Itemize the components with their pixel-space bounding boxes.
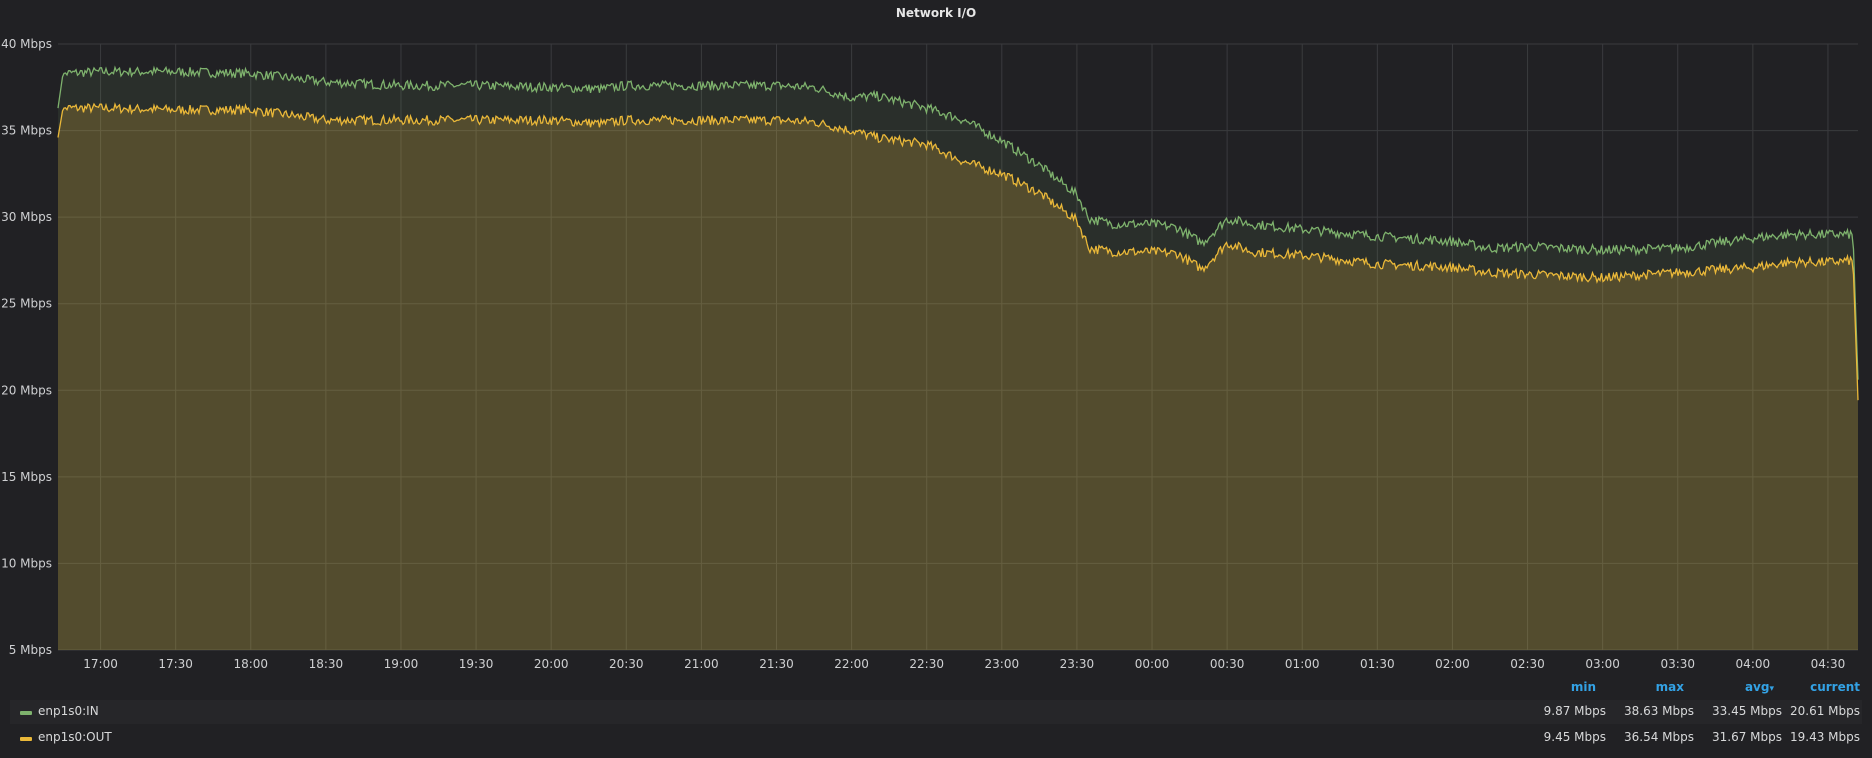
legend-header-avg[interactable]: avg▾: [1662, 680, 1774, 694]
x-tick-label: 20:00: [534, 657, 569, 670]
series-name[interactable]: enp1s0:IN: [38, 704, 99, 718]
series-max: 36.54 Mbps: [1623, 730, 1694, 744]
legend-row[interactable]: enp1s0:OUT 9.45 Mbps 36.54 Mbps 31.67 Mb…: [10, 726, 1862, 750]
x-tick-label: 02:30: [1510, 657, 1545, 670]
panel-title: Network I/O: [895, 6, 977, 20]
series-min: 9.45 Mbps: [1543, 730, 1606, 744]
x-tick-label: 19:30: [459, 657, 494, 670]
legend-header-max[interactable]: max: [1655, 680, 1684, 694]
x-tick-label: 23:30: [1060, 657, 1095, 670]
y-tick-label: 35 Mbps: [1, 124, 52, 138]
y-tick-label: 20 Mbps: [1, 383, 52, 397]
series-avg: 33.45 Mbps: [1711, 704, 1782, 718]
sort-down-icon: ▾: [1769, 684, 1774, 694]
series-area: [58, 67, 1858, 651]
series-lines: [57, 65, 1859, 401]
x-tick-label: 22:00: [834, 657, 869, 670]
x-tick-label: 22:30: [909, 657, 944, 670]
y-tick-label: 25 Mbps: [1, 297, 52, 311]
x-tick-label: 17:00: [83, 657, 118, 670]
legend-header: min max avg▾ current: [0, 680, 1872, 698]
x-tick-label: 18:30: [309, 657, 344, 670]
series-line: [57, 65, 1859, 380]
x-tick-label: 04:30: [1811, 657, 1846, 670]
series-current: 19.43 Mbps: [1789, 730, 1860, 744]
legend-header-min[interactable]: min: [1570, 680, 1596, 694]
x-tick-label: 21:00: [684, 657, 719, 670]
x-tick-label: 18:00: [233, 657, 268, 670]
series-line: [57, 102, 1859, 401]
y-tick-label: 10 Mbps: [1, 556, 52, 570]
series-current: 20.61 Mbps: [1789, 704, 1860, 718]
x-tick-label: 19:00: [384, 657, 419, 670]
x-tick-label: 01:30: [1360, 657, 1395, 670]
series-color-swatch[interactable]: [20, 711, 32, 715]
legend-header-current[interactable]: current: [1810, 680, 1860, 694]
x-tick-label: 01:00: [1285, 657, 1320, 670]
series-area: [58, 104, 1858, 650]
x-tick-label: 20:30: [609, 657, 644, 670]
y-tick-label: 40 Mbps: [1, 37, 52, 51]
series-areas: [58, 67, 1858, 651]
x-tick-label: 02:00: [1435, 657, 1470, 670]
x-tick-label: 00:30: [1210, 657, 1245, 670]
series-color-swatch[interactable]: [20, 737, 32, 741]
y-tick-label: 5 Mbps: [9, 643, 52, 657]
network-io-chart[interactable]: 40 Mbps 35 Mbps 30 Mbps 25 Mbps 20 Mbps 15 Mb…: [0, 0, 1872, 670]
x-tick-label: 00:00: [1135, 657, 1170, 670]
legend-row[interactable]: enp1s0:IN 9.87 Mbps 38.63 Mbps 33.45 Mbp…: [10, 700, 1862, 724]
series-avg: 31.67 Mbps: [1711, 730, 1782, 744]
x-tick-label: 03:30: [1660, 657, 1695, 670]
x-tick-label: 23:00: [985, 657, 1020, 670]
x-axis: 17:00 17:30 18:00 18:30 19:00 19:30 20:00 20:30…: [83, 657, 1845, 670]
grid: [58, 43, 1858, 651]
x-tick-label: 17:30: [158, 657, 193, 670]
y-axis: 40 Mbps 35 Mbps 30 Mbps 25 Mbps 20 Mbps 15 Mb…: [1, 37, 52, 657]
y-tick-label: 30 Mbps: [1, 210, 52, 224]
x-tick-label: 21:30: [759, 657, 794, 670]
x-tick-label: 03:00: [1585, 657, 1620, 670]
series-min: 9.87 Mbps: [1543, 704, 1606, 718]
y-tick-label: 15 Mbps: [1, 470, 52, 484]
series-max: 38.63 Mbps: [1623, 704, 1694, 718]
series-name[interactable]: enp1s0:OUT: [38, 730, 112, 744]
legend-header-avg-label: avg: [1744, 680, 1770, 694]
x-tick-label: 04:00: [1736, 657, 1771, 670]
